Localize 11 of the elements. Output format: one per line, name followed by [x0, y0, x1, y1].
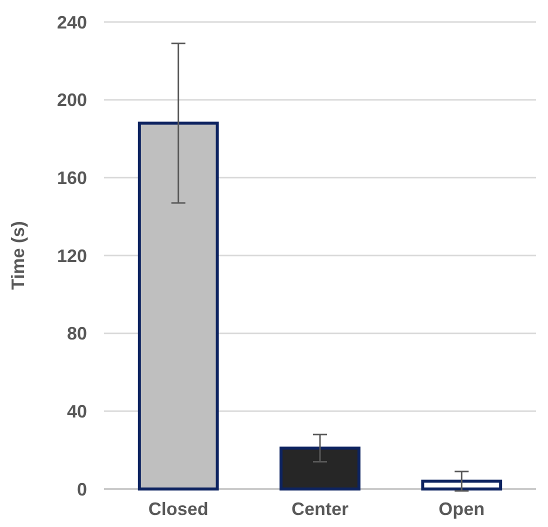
y-tick-label: 0 — [76, 479, 87, 500]
y-tick-label: 120 — [56, 246, 87, 266]
y-axis-title: Time (s) — [8, 221, 28, 290]
x-tick-label: Closed — [148, 499, 208, 519]
x-tick-label: Center — [291, 499, 349, 519]
y-tick-label: 160 — [56, 168, 87, 188]
y-tick-label: 200 — [56, 90, 87, 110]
x-tick-label: Open — [438, 499, 485, 519]
y-tick-label: 40 — [66, 401, 87, 422]
y-tick-label: 240 — [56, 12, 87, 32]
y-tick-label: 80 — [66, 324, 87, 344]
